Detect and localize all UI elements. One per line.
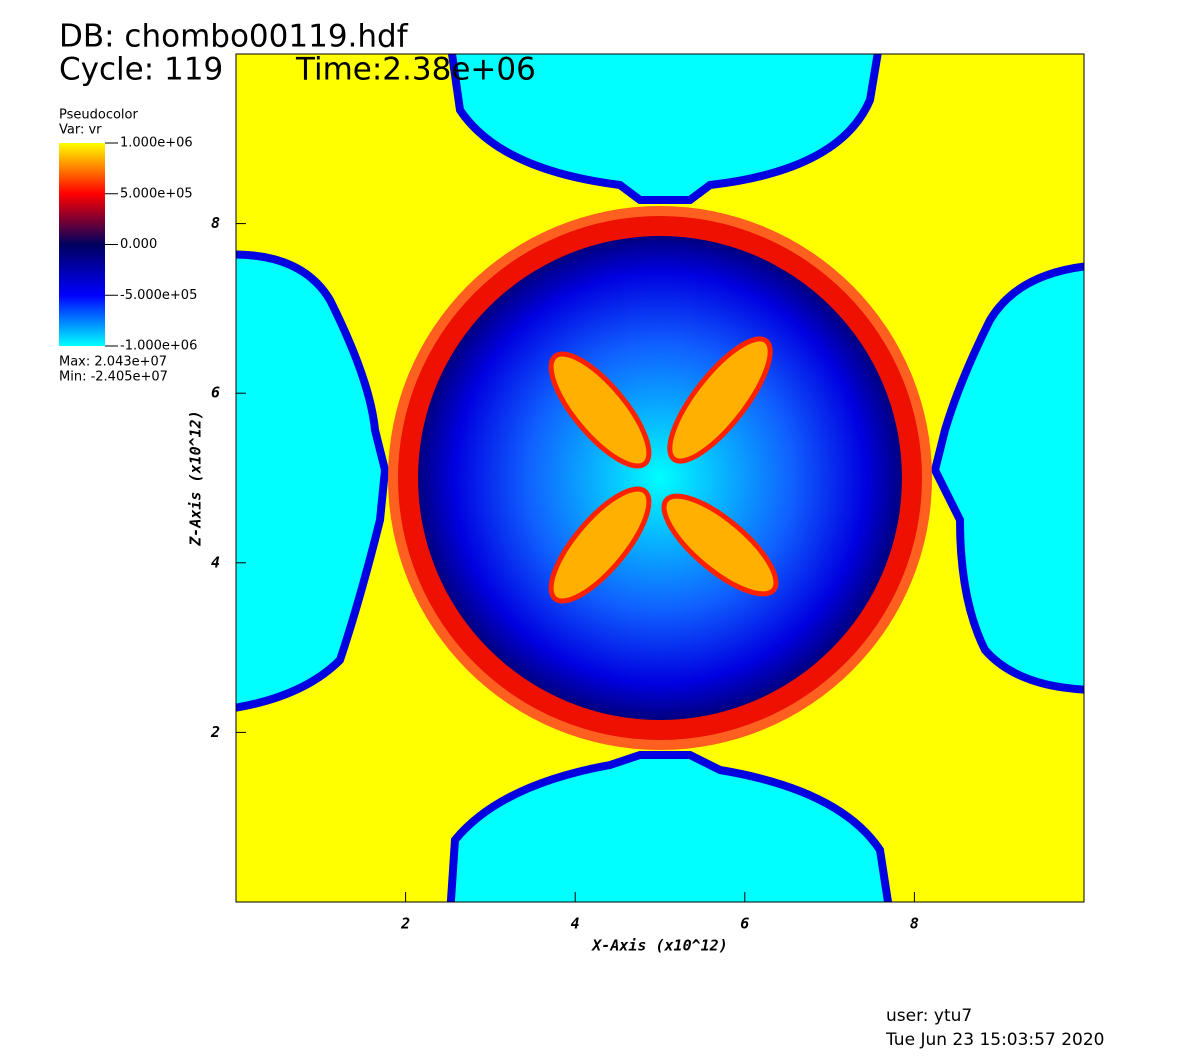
time-label: Time:2.38e+06: [295, 52, 536, 88]
date-label: Tue Jun 23 15:03:57 2020: [885, 1030, 1104, 1050]
x-tick-label: 6: [740, 915, 749, 933]
plot-title: Pseudocolor: [59, 108, 138, 123]
colorbar-tick-label: -5.000e+05: [120, 288, 197, 303]
y-tick-label: 8: [211, 214, 220, 232]
y-axis-label: Z-Axis (x10^12): [187, 410, 205, 546]
colorbar-tick-label: 0.000: [120, 237, 157, 252]
field: [236, 54, 1084, 902]
plot-frame: [235, 53, 1085, 903]
colorbar-tick-label: 1.000e+06: [120, 136, 193, 151]
x-tick-label: 8: [910, 915, 919, 933]
min-label: Min: -2.405e+07: [59, 370, 168, 385]
db-label: DB: chombo00119.hdf: [59, 19, 409, 55]
variable: Var: vr: [59, 123, 102, 138]
y-tick-label: 4: [211, 553, 220, 571]
user-label: user: ytu7: [886, 1006, 972, 1026]
y-tick-label: 2: [210, 723, 220, 741]
colorbar: [59, 143, 105, 346]
x-tick-label: 4: [571, 915, 580, 933]
colorbar-tick-label: 5.000e+05: [120, 186, 193, 201]
x-tick-label: 2: [400, 915, 410, 933]
cycle-label: Cycle: 119: [59, 52, 223, 88]
colorbar-tick-label: -1.000e+06: [120, 339, 197, 354]
x-axis-label: X-Axis (x10^12): [590, 937, 727, 955]
y-tick-label: 6: [211, 384, 220, 402]
max-label: Max: 2.043e+07: [59, 355, 167, 370]
